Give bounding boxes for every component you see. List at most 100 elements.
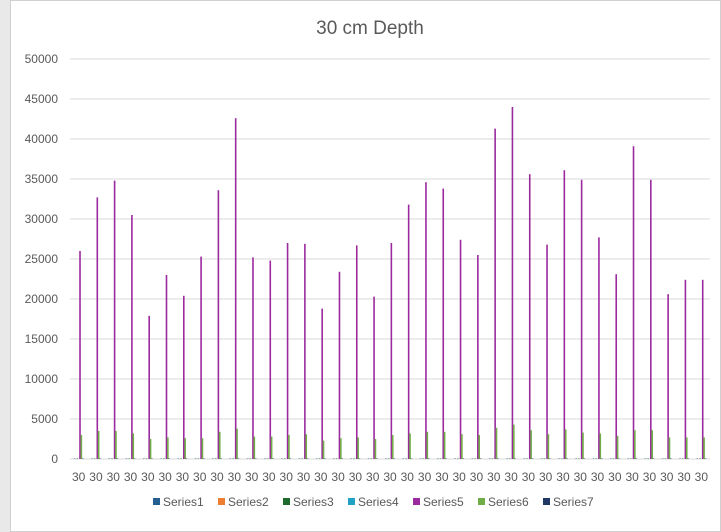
x-tick-label: 30 bbox=[435, 470, 449, 484]
bar-series6 bbox=[703, 437, 705, 459]
y-tick-label: 15000 bbox=[25, 332, 59, 346]
bar-chart: 30 cm Depth 0500010000150002000025000300… bbox=[25, 18, 710, 509]
bar-series6 bbox=[426, 431, 429, 459]
legend-label: Series7 bbox=[553, 495, 594, 509]
x-tick-label: 30 bbox=[349, 470, 363, 484]
bar-series5 bbox=[598, 237, 600, 459]
x-tick-label: 30 bbox=[660, 470, 674, 484]
x-tick-label: 30 bbox=[262, 470, 276, 484]
bar-series5 bbox=[511, 107, 514, 459]
x-tick-label: 30 bbox=[245, 470, 259, 484]
bar-series5 bbox=[131, 215, 133, 459]
bar-series6 bbox=[409, 433, 411, 459]
bar-series6 bbox=[495, 427, 498, 459]
legend-swatch bbox=[153, 498, 160, 505]
bar-series5 bbox=[477, 255, 479, 459]
bar-series6 bbox=[634, 430, 636, 459]
bar-series5 bbox=[79, 251, 81, 459]
x-tick-label: 30 bbox=[89, 470, 103, 484]
bar-series5 bbox=[304, 243, 306, 459]
y-tick-label: 5000 bbox=[31, 412, 58, 426]
bar-series5 bbox=[667, 294, 669, 459]
x-tick-label: 30 bbox=[608, 470, 622, 484]
bar-series6 bbox=[253, 436, 256, 459]
bar-series6 bbox=[97, 431, 100, 459]
x-tick-label: 30 bbox=[72, 470, 86, 484]
bar-series5 bbox=[200, 256, 202, 459]
bar-series5 bbox=[96, 197, 99, 459]
bar-series6 bbox=[651, 430, 653, 459]
chart-area: 30 cm Depth 0 5000 10000 15000 20000 25000 300… bbox=[10, 0, 721, 532]
y-tick-label: 45000 bbox=[25, 92, 59, 106]
bar-series6 bbox=[668, 437, 671, 459]
bar-series5 bbox=[407, 204, 410, 459]
y-tick-label: 10000 bbox=[25, 372, 59, 386]
bar-series5 bbox=[546, 244, 548, 459]
x-tick-label: 30 bbox=[280, 470, 294, 484]
legend-label: Series3 bbox=[293, 495, 334, 509]
bar-series5 bbox=[632, 146, 635, 459]
x-tick-label: 30 bbox=[158, 470, 172, 484]
x-tick-label: 30 bbox=[107, 470, 121, 484]
bar-series6 bbox=[305, 434, 308, 459]
x-tick-label: 30 bbox=[487, 470, 501, 484]
bar-series6 bbox=[547, 434, 550, 459]
bar-series6 bbox=[685, 437, 688, 459]
x-tick-label: 30 bbox=[314, 470, 328, 484]
x-tick-label: 30 bbox=[401, 470, 415, 484]
bar-series5 bbox=[355, 245, 358, 459]
x-tick-label: 30 bbox=[383, 470, 397, 484]
bar-series5 bbox=[217, 190, 220, 459]
bar-series6 bbox=[80, 435, 83, 459]
x-tick-label: 30 bbox=[504, 470, 518, 484]
bar-series5 bbox=[563, 170, 566, 459]
bar-series6 bbox=[599, 433, 602, 459]
x-tick-label: 30 bbox=[193, 470, 207, 484]
y-tick-label: 30000 bbox=[25, 212, 59, 226]
bar-series5 bbox=[528, 174, 531, 459]
bar-series5 bbox=[650, 179, 652, 460]
bar-series5 bbox=[442, 188, 445, 459]
bar-series5 bbox=[321, 308, 323, 459]
x-tick-label: 30 bbox=[453, 470, 467, 484]
legend-swatch bbox=[478, 498, 485, 505]
chart-title: 30 cm Depth bbox=[316, 18, 424, 39]
legend: Series1 Series2 Series3 Series4 Series5 Serie… bbox=[153, 495, 594, 509]
x-tick-label: 30 bbox=[574, 470, 588, 484]
x-tick-label: 30 bbox=[695, 470, 709, 484]
x-tick-label: 30 bbox=[539, 470, 553, 484]
x-tick-label: 30 bbox=[418, 470, 432, 484]
bar-series6 bbox=[530, 430, 532, 459]
bar-series5 bbox=[459, 239, 462, 459]
legend-swatch bbox=[543, 498, 550, 505]
bar-series6 bbox=[288, 435, 290, 459]
bar-series6 bbox=[132, 433, 135, 459]
bar-series5 bbox=[338, 271, 341, 459]
bar-series5 bbox=[269, 260, 272, 459]
legend-swatch bbox=[413, 498, 420, 505]
legend-label: Series2 bbox=[228, 495, 269, 509]
y-tick-label: 40000 bbox=[25, 132, 59, 146]
bar-series6 bbox=[115, 431, 117, 459]
legend-label: Series6 bbox=[488, 495, 529, 509]
bar-series6 bbox=[201, 438, 204, 459]
bar-series5 bbox=[286, 243, 289, 459]
y-tick-label: 25000 bbox=[25, 252, 59, 266]
x-tick-label: 30 bbox=[228, 470, 242, 484]
legend-swatch bbox=[218, 498, 225, 505]
bar-series6 bbox=[374, 439, 377, 459]
x-tick-label: 30 bbox=[124, 470, 138, 484]
y-tick-label: 50000 bbox=[25, 52, 59, 66]
legend-swatch bbox=[348, 498, 355, 505]
bar-series6 bbox=[391, 435, 394, 459]
bar-series6 bbox=[512, 424, 515, 459]
x-tick-label: 30 bbox=[297, 470, 311, 484]
bar-series6 bbox=[270, 436, 273, 459]
x-tick-label: 30 bbox=[470, 470, 484, 484]
bar-series6 bbox=[149, 439, 152, 459]
bar-series6 bbox=[564, 429, 567, 459]
x-tick-label: 30 bbox=[556, 470, 570, 484]
bar-series5 bbox=[701, 279, 704, 459]
bar-series5 bbox=[252, 257, 254, 459]
bar-series6 bbox=[184, 438, 186, 459]
